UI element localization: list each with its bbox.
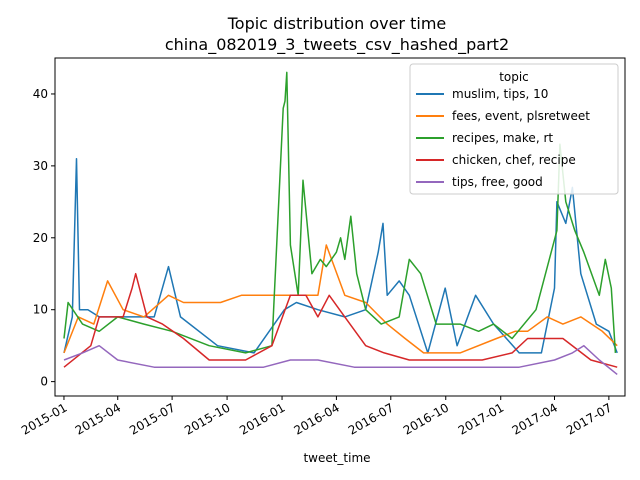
x-tick-label: 2016-04 bbox=[291, 400, 341, 437]
series-line-4 bbox=[63, 344, 618, 375]
x-axis-label: tweet_time bbox=[303, 451, 370, 465]
y-tick-label: 10 bbox=[33, 303, 48, 317]
plot-frame bbox=[54, 57, 626, 397]
x-tick-label: 2015-04 bbox=[73, 400, 123, 437]
x-tick-label: 2016-01 bbox=[237, 400, 287, 437]
x-tick-label: 2017-04 bbox=[510, 400, 560, 437]
legend-entry-3: chicken, chef, recipe bbox=[452, 153, 576, 167]
y-tick-label: 20 bbox=[33, 231, 48, 245]
x-tick-label: 2015-10 bbox=[182, 400, 232, 437]
y-axis: 0 10 20 30 40 bbox=[33, 87, 55, 389]
legend-entry-1: fees, event, plsretweet bbox=[452, 109, 590, 123]
series-layer bbox=[63, 71, 618, 375]
legend-title: topic bbox=[499, 70, 529, 84]
x-tick-label: 2016-07 bbox=[346, 400, 396, 437]
y-tick-label: 0 bbox=[40, 375, 48, 389]
legend-entry-4: tips, free, good bbox=[452, 175, 543, 189]
x-tick-label: 2015-01 bbox=[19, 400, 69, 437]
y-tick-label: 30 bbox=[33, 159, 48, 173]
chart-title-line2: china_082019_3_tweets_csv_hashed_part2 bbox=[165, 35, 509, 55]
x-tick-label: 2017-07 bbox=[564, 400, 614, 437]
y-tick-label: 40 bbox=[33, 87, 48, 101]
legend-entry-0: muslim, tips, 10 bbox=[452, 87, 548, 101]
x-axis: 2015-01 2015-04 2015-07 2015-10 2016-01 2016-… bbox=[19, 396, 614, 438]
legend-entry-2: recipes, make, rt bbox=[452, 131, 553, 145]
legend-box bbox=[409, 63, 619, 195]
series-line-0 bbox=[63, 157, 618, 354]
x-tick-label: 2017-01 bbox=[456, 400, 506, 437]
x-tick-label: 2015-07 bbox=[127, 400, 177, 437]
series-line-3 bbox=[63, 272, 618, 368]
x-tick-label: 2016-10 bbox=[401, 400, 451, 437]
legend: topic muslim, tips, 10 fees, event, plsre… bbox=[409, 63, 619, 195]
series-line-1 bbox=[63, 244, 618, 354]
chart-title-line1: Topic distribution over time bbox=[227, 14, 447, 33]
